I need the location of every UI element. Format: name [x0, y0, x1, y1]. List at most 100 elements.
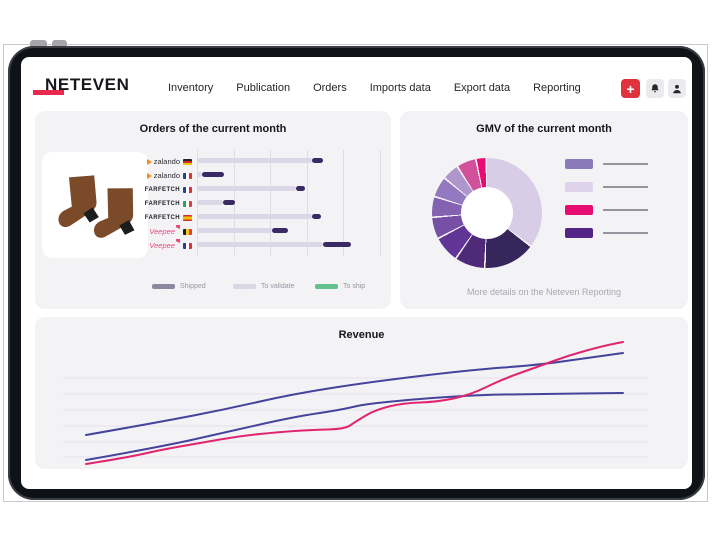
orders-gridline: [306, 150, 308, 256]
orders-row-label: FARFETCH: [35, 197, 192, 210]
veepee-logo: Veepee: [149, 239, 180, 250]
zalando-logo: zalando: [146, 157, 180, 166]
bell-icon: [651, 83, 659, 92]
orders-row-label: zalando: [35, 169, 192, 182]
orders-gridline: [380, 150, 381, 256]
gmv-legend-item: [565, 182, 648, 192]
orders-row-label: Veepee: [35, 239, 192, 252]
revenue-series-indigo-flattening: [85, 392, 624, 461]
orders-row-labels: zalando zalando FARFETCH FARFETCH FARFETCH Ve…: [35, 150, 192, 256]
nav-item-imports-data[interactable]: Imports data: [369, 82, 431, 94]
orders-bar-shipped: [202, 172, 225, 177]
legend-label-placeholder: [603, 232, 648, 234]
photo-border: [3, 44, 708, 502]
veepee-pennant-icon: [176, 225, 180, 229]
farfetch-logo: FARFETCH: [144, 200, 180, 207]
revenue-card: Revenue: [35, 317, 688, 469]
gmv-card: GMV of the current month More details on…: [400, 111, 688, 309]
nav-item-publication[interactable]: Publication: [236, 82, 291, 94]
orders-bar-track: [197, 186, 296, 191]
orders-bar-track: [197, 172, 203, 177]
gmv-legend-item: [565, 159, 648, 169]
zalando-arrow-icon: [146, 158, 152, 165]
orders-card: Orders of the current month zalando zalan: [35, 111, 391, 309]
gmv-card-title: GMV of the current month: [476, 123, 612, 135]
flag-icon-fr: [183, 242, 192, 249]
boots-image: [58, 175, 135, 238]
flag-icon-it: [183, 200, 192, 207]
revenue-series-pink: [85, 341, 624, 465]
gmv-legend-item: [565, 228, 648, 238]
notifications-button[interactable]: [646, 79, 664, 98]
orders-bar-shipped: [312, 214, 322, 219]
legend-label-placeholder: [603, 209, 648, 211]
legend-swatch: [152, 284, 175, 289]
zalando-arrow-icon: [146, 172, 152, 179]
orders-row-label: FARFETCH: [35, 183, 192, 196]
orders-row-label: FARFETCH: [35, 211, 192, 224]
neteven-logo: NETEVEN: [45, 75, 130, 94]
farfetch-logo: FARFETCH: [144, 186, 180, 193]
legend-label-placeholder: [603, 186, 648, 188]
orders-row-label: zalando: [35, 155, 192, 168]
orders-bar-shipped: [222, 200, 236, 205]
veepee-logo: Veepee: [149, 225, 180, 236]
legend-swatch: [565, 205, 593, 215]
tablet-volume-button: [30, 40, 47, 48]
orders-bar-track: [197, 214, 313, 219]
nav-item-orders[interactable]: Orders: [313, 82, 347, 94]
account-button[interactable]: [668, 79, 686, 98]
add-button[interactable]: +: [621, 79, 640, 98]
legend-swatch: [233, 284, 256, 289]
orders-card-title: Orders of the current month: [139, 123, 287, 135]
tablet-frame: NETEVEN Inventory Publication Orders Import…: [8, 46, 705, 500]
gmv-reporting-link[interactable]: More details on the Neteven Reporting: [466, 287, 622, 297]
nav-item-reporting[interactable]: Reporting: [533, 82, 581, 94]
legend-swatch: [565, 159, 593, 169]
legend-label: To ship: [343, 283, 366, 290]
user-icon: [673, 84, 681, 93]
revenue-card-title: Revenue: [338, 329, 385, 341]
flag-icon-es: [183, 214, 192, 221]
orders-legend-item: Shipped: [152, 283, 206, 290]
orders-bars: [197, 150, 381, 256]
legend-label-placeholder: [603, 163, 648, 165]
flag-icon-fr: [183, 172, 192, 179]
revenue-line-chart: [63, 341, 648, 465]
legend-label: Shipped: [180, 283, 206, 290]
legend-label: To validate: [261, 283, 295, 290]
legend-swatch: [565, 182, 593, 192]
legend-swatch: [315, 284, 338, 289]
dashboard-screen: NETEVEN Inventory Publication Orders Import…: [21, 57, 692, 489]
orders-bar-shipped: [295, 186, 305, 191]
orders-row-label: Veepee: [35, 225, 192, 238]
orders-gridline: [343, 150, 345, 256]
orders-bar-track: [197, 228, 273, 233]
orders-bar-shipped: [272, 228, 289, 233]
product-thumbnail: [42, 152, 148, 258]
veepee-pennant-icon: [176, 239, 180, 243]
gmv-donut-chart: [432, 158, 542, 268]
logo-accent-bar: [33, 90, 64, 95]
farfetch-logo: FARFETCH: [144, 214, 180, 221]
gmv-legend-item: [565, 205, 648, 215]
orders-bar-track: [197, 158, 313, 163]
orders-gridline: [270, 150, 272, 256]
flag-icon-fr: [183, 186, 192, 193]
tablet-volume-button: [52, 40, 67, 48]
flag-icon-de: [183, 158, 192, 165]
orders-bar-shipped: [323, 242, 351, 247]
orders-bar-track: [197, 242, 324, 247]
orders-legend-item: To ship: [315, 283, 365, 290]
orders-bar-shipped: [312, 158, 324, 163]
nav-item-inventory[interactable]: Inventory: [168, 82, 214, 94]
orders-bar-track: [197, 200, 223, 205]
zalando-logo: zalando: [146, 171, 180, 180]
orders-legend-item: To validate: [233, 283, 294, 290]
nav-item-export-data[interactable]: Export data: [453, 82, 511, 94]
orders-legend: Shipped To validate To ship: [35, 283, 391, 295]
flag-icon-be: [183, 228, 192, 235]
legend-swatch: [565, 228, 593, 238]
main-nav: Inventory Publication Orders Imports data Ex…: [168, 82, 581, 94]
